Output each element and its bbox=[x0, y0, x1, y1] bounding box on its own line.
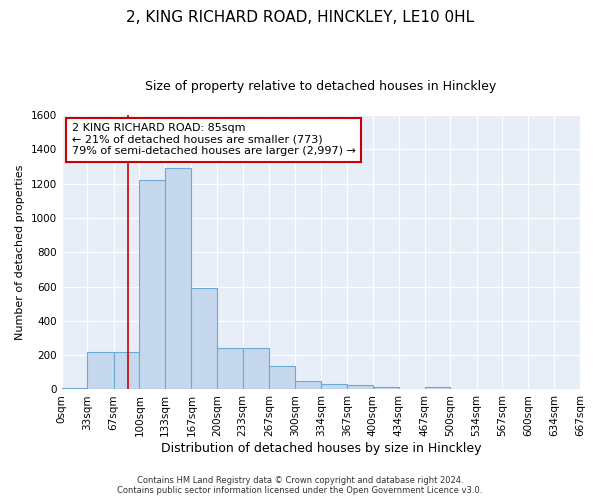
Bar bbox=[114, 352, 139, 390]
Bar bbox=[191, 288, 217, 390]
Text: 2, KING RICHARD ROAD, HINCKLEY, LE10 0HL: 2, KING RICHARD ROAD, HINCKLEY, LE10 0HL bbox=[126, 10, 474, 25]
Bar bbox=[373, 387, 399, 390]
Bar bbox=[321, 384, 347, 390]
Title: Size of property relative to detached houses in Hinckley: Size of property relative to detached ho… bbox=[145, 80, 496, 93]
Bar bbox=[295, 381, 321, 390]
Bar bbox=[269, 366, 295, 390]
Bar bbox=[217, 348, 243, 390]
Bar bbox=[165, 168, 191, 390]
Text: 2 KING RICHARD ROAD: 85sqm
← 21% of detached houses are smaller (773)
79% of sem: 2 KING RICHARD ROAD: 85sqm ← 21% of deta… bbox=[72, 123, 356, 156]
Bar bbox=[88, 352, 114, 390]
Bar bbox=[243, 348, 269, 390]
Bar bbox=[139, 180, 165, 390]
Text: Contains HM Land Registry data © Crown copyright and database right 2024.
Contai: Contains HM Land Registry data © Crown c… bbox=[118, 476, 482, 495]
Bar bbox=[62, 388, 88, 390]
Bar bbox=[425, 387, 450, 390]
X-axis label: Distribution of detached houses by size in Hinckley: Distribution of detached houses by size … bbox=[161, 442, 481, 455]
Y-axis label: Number of detached properties: Number of detached properties bbox=[15, 164, 25, 340]
Bar bbox=[347, 385, 373, 390]
